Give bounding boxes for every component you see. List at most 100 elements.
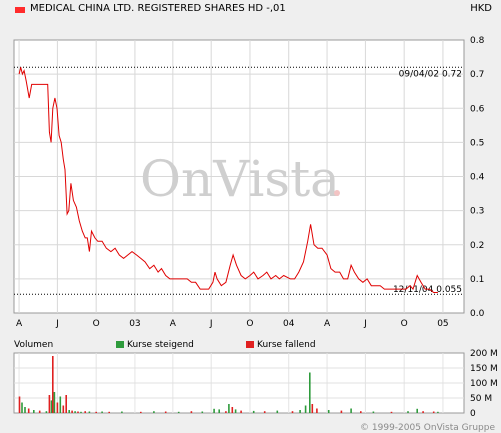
volume-bar bbox=[62, 405, 65, 413]
volume-bar bbox=[218, 409, 220, 413]
volume-bars bbox=[18, 356, 439, 413]
volume-bar bbox=[48, 395, 51, 413]
volume-bar bbox=[350, 408, 352, 413]
volume-bar bbox=[24, 407, 26, 413]
price-x-tick: A bbox=[16, 319, 23, 329]
legend-up-swatch bbox=[116, 341, 124, 348]
volume-bar bbox=[38, 410, 41, 413]
volume-y-axis: 0 50 M 100 M 150 M 200 M bbox=[470, 349, 498, 419]
volume-bar bbox=[437, 411, 439, 413]
price-x-tick: A bbox=[170, 319, 177, 329]
volume-bar bbox=[27, 408, 30, 413]
legend-down-label: Kurse fallend bbox=[257, 340, 316, 350]
volume-bar bbox=[234, 409, 237, 413]
price-x-tick: J bbox=[209, 319, 213, 329]
volume-bar bbox=[372, 411, 375, 413]
watermark: OnVista bbox=[140, 150, 340, 208]
volume-bar bbox=[74, 411, 76, 413]
volume-bar bbox=[50, 400, 53, 413]
chart-title: MEDICAL CHINA LTD. REGISTERED SHARES HD … bbox=[30, 3, 286, 14]
volume-bar bbox=[252, 410, 255, 413]
price-x-tick: 05 bbox=[437, 319, 448, 329]
volume-bar bbox=[291, 411, 294, 413]
volume-bar bbox=[21, 402, 23, 413]
price-x-tick: O bbox=[93, 319, 100, 329]
price-y-tick: 0.6 bbox=[470, 104, 485, 114]
price-y-tick: 0.8 bbox=[470, 36, 485, 46]
volume-bar bbox=[80, 411, 82, 413]
price-x-tick: A bbox=[324, 319, 331, 329]
price-y-tick: 0.4 bbox=[470, 173, 485, 183]
volume-bar bbox=[304, 405, 307, 413]
volume-bar bbox=[56, 402, 59, 413]
volume-bar bbox=[45, 411, 48, 413]
volume-bar bbox=[59, 396, 62, 413]
price-x-tick: 04 bbox=[283, 319, 295, 329]
legend-up-label: Kurse steigend bbox=[127, 340, 194, 350]
legend-down-swatch bbox=[246, 341, 254, 348]
volume-bar bbox=[327, 410, 330, 413]
volume-bar bbox=[309, 372, 311, 413]
volume-bar bbox=[77, 411, 79, 413]
volume-bar bbox=[101, 411, 103, 413]
volume-bar bbox=[340, 410, 343, 413]
volume-label: Volumen bbox=[14, 340, 53, 350]
volume-bar bbox=[177, 411, 180, 413]
volume-bar bbox=[311, 404, 314, 413]
volume-bar bbox=[201, 411, 204, 413]
price-grid bbox=[14, 40, 464, 313]
volume-bar bbox=[390, 411, 393, 413]
price-x-tick: O bbox=[401, 319, 408, 329]
volume-bar bbox=[190, 411, 193, 413]
volume-y-tick: 0 bbox=[470, 409, 476, 419]
volume-bar bbox=[153, 411, 155, 413]
volume-bar bbox=[68, 410, 70, 413]
volume-bar bbox=[225, 411, 227, 413]
volume-y-tick: 100 M bbox=[470, 379, 498, 389]
price-y-tick: 0.2 bbox=[470, 241, 484, 251]
price-x-tick: J bbox=[55, 319, 59, 329]
volume-bar bbox=[316, 408, 318, 413]
price-y-tick: 0.1 bbox=[470, 275, 484, 285]
volume-bar bbox=[213, 408, 215, 413]
volume-bar bbox=[276, 410, 279, 413]
series-swatch bbox=[15, 7, 25, 13]
volume-bar bbox=[95, 411, 97, 413]
volume-bar bbox=[108, 411, 110, 413]
volume-bar bbox=[121, 411, 123, 413]
price-y-axis: 0.0 0.1 0.2 0.3 0.4 0.5 0.6 0.7 0.8 bbox=[470, 36, 485, 319]
volume-bar bbox=[432, 411, 435, 413]
volume-y-tick: 50 M bbox=[470, 394, 492, 404]
volume-bar bbox=[140, 411, 142, 413]
price-x-axis: A J O 03 A J O 04 A J O 05 bbox=[16, 319, 449, 329]
chart-header: MEDICAL CHINA LTD. REGISTERED SHARES HD … bbox=[0, 0, 501, 20]
price-x-tick: 03 bbox=[129, 319, 140, 329]
volume-bar bbox=[18, 396, 21, 413]
volume-bar bbox=[240, 410, 242, 413]
price-y-tick: 0.3 bbox=[470, 207, 484, 217]
price-y-tick: 0.0 bbox=[470, 309, 485, 319]
volume-bar bbox=[422, 411, 424, 413]
volume-bar bbox=[65, 395, 67, 413]
volume-bar bbox=[407, 411, 409, 413]
price-x-tick: J bbox=[363, 319, 367, 329]
volume-bar bbox=[71, 410, 73, 413]
volume-bar bbox=[33, 410, 35, 413]
annotation-label: 09/04/02 0.72 bbox=[399, 69, 462, 79]
volume-bar bbox=[299, 410, 301, 413]
copyright: © 1999-2005 OnVista Gruppe bbox=[360, 423, 495, 433]
volume-y-tick: 150 M bbox=[470, 364, 498, 374]
price-line bbox=[18, 67, 438, 293]
volume-bar bbox=[360, 411, 362, 413]
price-y-tick: 0.7 bbox=[470, 70, 484, 80]
currency-label: HKD bbox=[470, 3, 492, 14]
volume-bar bbox=[416, 408, 418, 413]
volume-bar bbox=[263, 411, 266, 413]
volume-bar bbox=[84, 411, 86, 413]
volume-bar bbox=[231, 407, 234, 413]
annotations: 09/04/02 0.72 12/11/04 0.055 bbox=[14, 66, 464, 295]
volume-y-tick: 200 M bbox=[470, 349, 498, 359]
volume-bar bbox=[228, 404, 230, 413]
volume-bar bbox=[52, 356, 54, 413]
